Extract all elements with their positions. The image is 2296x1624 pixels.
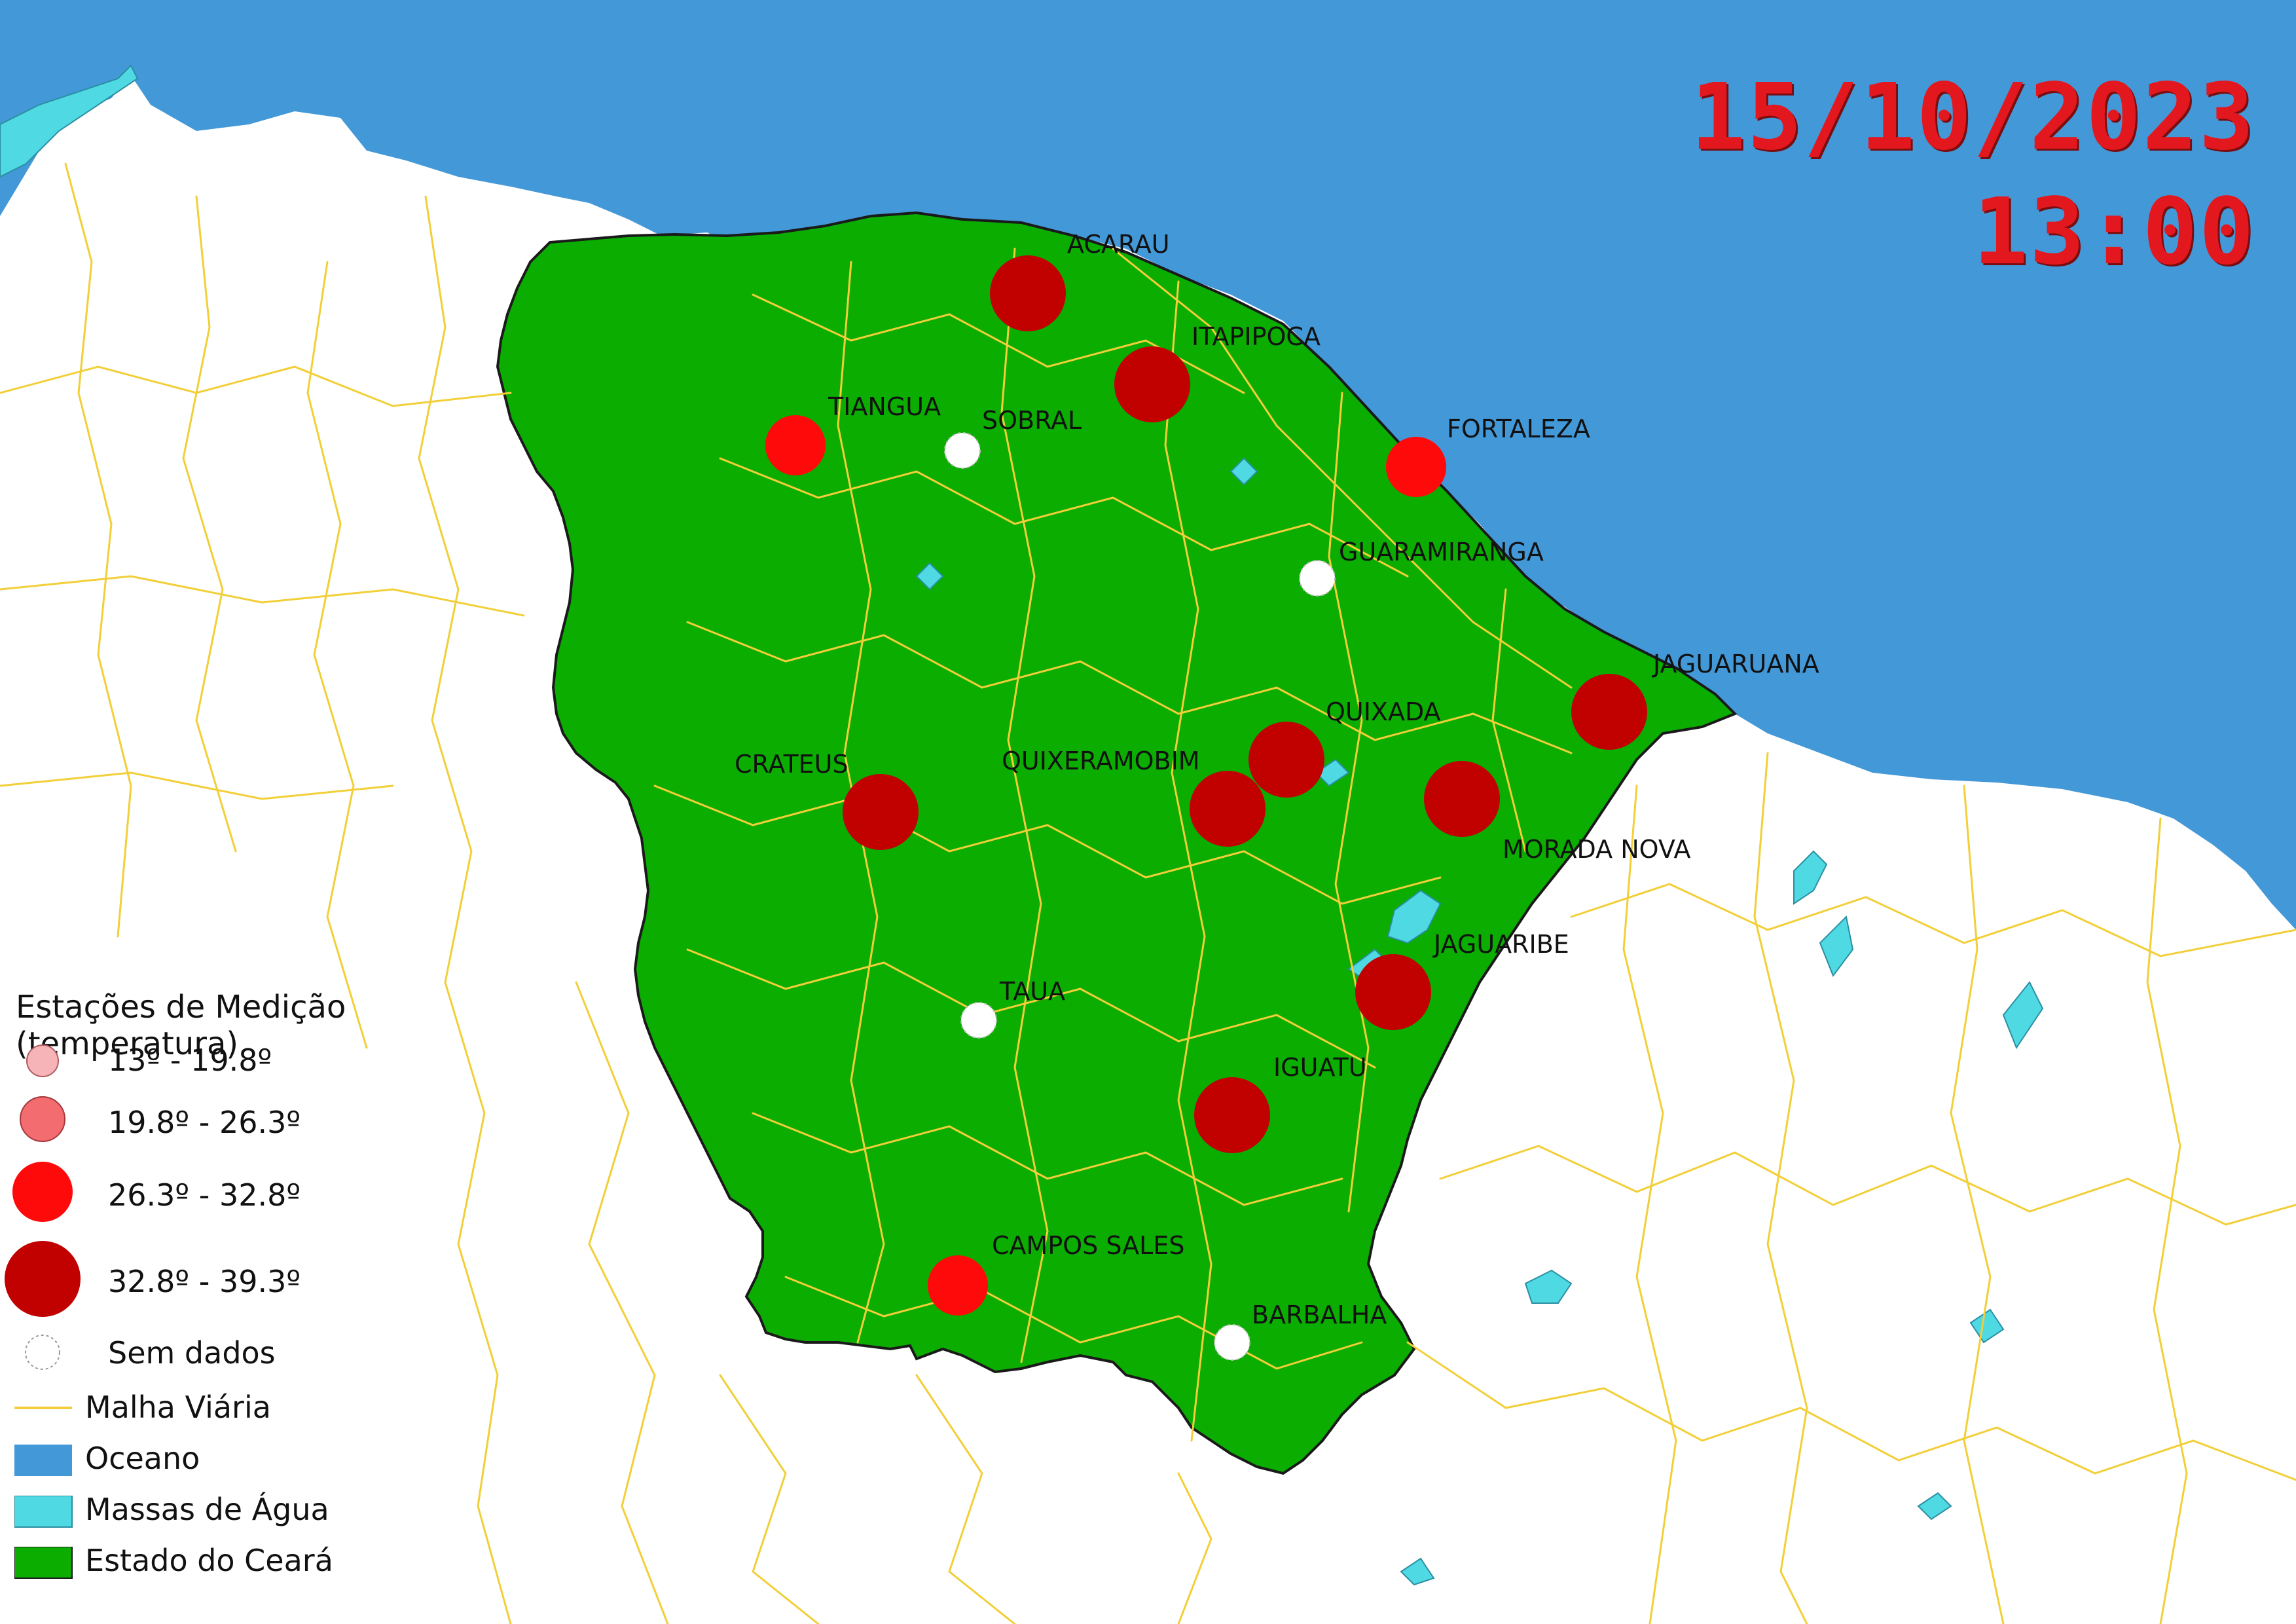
station-label-tiangua: TIANGUA (828, 392, 941, 421)
water-swatch-icon (14, 1496, 73, 1528)
station-marker-jaguaribe[interactable] (1355, 954, 1431, 1030)
station-label-sobral: SOBRAL (982, 406, 1082, 435)
legend-item-water: Massas de Água (0, 1484, 563, 1543)
station-label-quixeramobim: QUIXERAMOBIM (1002, 747, 1200, 775)
station-marker-quixeramobim[interactable] (1190, 771, 1266, 847)
station-marker-jaguaruana[interactable] (1571, 674, 1647, 750)
legend-item-class3: 26.3º - 32.8º (0, 1159, 563, 1222)
station-labels: ACARAU ITAPIPOCA TIANGUA SOBRAL FORTALEZ… (735, 230, 1819, 1329)
legend-title: Estações de Medição (temperatura) (16, 989, 346, 1062)
station-marker-itapipoca[interactable] (1114, 346, 1190, 422)
map-time: 13:00 (1973, 179, 2255, 286)
legend-item-class4: 32.8º - 39.3º (0, 1238, 563, 1317)
station-label-acarau: ACARAU (1067, 230, 1170, 259)
legend-label-roads: Malha Viária (85, 1390, 271, 1425)
station-marker-crateus[interactable] (843, 774, 919, 850)
road-network (0, 162, 2296, 1624)
legend-label-state: Estado do Ceará (85, 1543, 333, 1578)
red-circle-icon (12, 1162, 73, 1222)
ocean-swatch-icon (14, 1445, 72, 1476)
dark-red-circle-icon (5, 1241, 81, 1317)
station-label-guaramiranga: GUARAMIRANGA (1339, 538, 1544, 566)
legend-item-class1: 13º - 19.8º (0, 1035, 563, 1094)
stations-layer (765, 255, 1647, 1361)
station-marker-iguatu[interactable] (1194, 1077, 1270, 1153)
station-label-itapipoca: ITAPIPOCA (1192, 322, 1321, 351)
station-label-crateus: CRATEUS (735, 750, 848, 779)
ceara-state (496, 211, 1738, 1475)
map-legend: Estações de Medição (temperatura) 13º - … (0, 969, 570, 1624)
legend-label-class3: 26.3º - 32.8º (108, 1177, 301, 1213)
legend-item-ocean: Oceano (0, 1433, 563, 1492)
legend-item-state: Estado do Ceará (0, 1535, 563, 1594)
station-label-barbalha: BARBALHA (1252, 1301, 1387, 1329)
station-marker-quixada[interactable] (1248, 722, 1324, 798)
station-label-morada-nova: MORADA NOVA (1503, 835, 1690, 864)
station-label-campos-sales: CAMPOS SALES (992, 1231, 1184, 1260)
station-marker-campos-sales[interactable] (928, 1255, 988, 1316)
salmon-circle-icon (20, 1096, 65, 1142)
station-marker-sobral[interactable] (944, 432, 981, 469)
legend-label-class1: 13º - 19.8º (108, 1043, 272, 1078)
station-marker-taua[interactable] (960, 1002, 997, 1039)
legend-label-nodata: Sem dados (108, 1335, 276, 1371)
legend-label-class4: 32.8º - 39.3º (108, 1264, 301, 1299)
legend-item-class2: 19.8º - 26.3º (0, 1090, 563, 1149)
station-label-jaguaribe: JAGUARIBE (1432, 930, 1569, 959)
station-marker-acarau[interactable] (990, 255, 1066, 331)
station-label-quixada: QUIXADA (1326, 697, 1441, 726)
station-marker-fortaleza[interactable] (1386, 437, 1446, 497)
station-marker-guaramiranga[interactable] (1299, 560, 1336, 597)
legend-label-class2: 19.8º - 26.3º (108, 1105, 301, 1140)
small-pink-circle-icon (26, 1044, 59, 1077)
station-label-fortaleza: FORTALEZA (1447, 415, 1590, 443)
state-swatch-icon (14, 1547, 73, 1579)
dashed-circle-icon (25, 1335, 60, 1370)
station-marker-barbalha[interactable] (1214, 1324, 1250, 1361)
legend-item-nodata: Sem dados (0, 1326, 563, 1385)
station-marker-morada-nova[interactable] (1424, 761, 1500, 837)
legend-label-ocean: Oceano (85, 1441, 200, 1476)
station-label-taua: TAUA (999, 977, 1065, 1006)
map-date: 15/10/2023 (1690, 64, 2255, 171)
legend-item-roads: Malha Viária (0, 1382, 563, 1441)
road-line-icon (14, 1407, 72, 1409)
legend-label-water: Massas de Água (85, 1492, 329, 1527)
station-label-jaguaruana: JAGUARUANA (1652, 650, 1819, 678)
station-marker-tiangua[interactable] (765, 415, 826, 475)
station-label-iguatu: IGUATU (1273, 1053, 1367, 1082)
